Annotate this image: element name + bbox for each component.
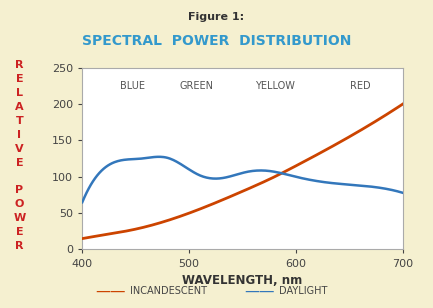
Text: ——: —— — [245, 284, 275, 298]
Text: E: E — [16, 227, 23, 237]
Text: P: P — [16, 185, 23, 196]
Text: V: V — [15, 144, 24, 154]
X-axis label: WAVELENGTH, nm: WAVELENGTH, nm — [182, 274, 303, 287]
Text: INCANDESCENT: INCANDESCENT — [130, 286, 207, 296]
Text: RED: RED — [350, 81, 370, 91]
Text: ——: —— — [95, 284, 126, 298]
Text: E: E — [16, 157, 23, 168]
Text: R: R — [15, 60, 24, 70]
Text: R: R — [15, 241, 24, 251]
Text: E: E — [16, 74, 23, 84]
Text: L: L — [16, 88, 23, 98]
Text: Figure 1:: Figure 1: — [188, 12, 245, 22]
Text: SPECTRAL  POWER  DISTRIBUTION: SPECTRAL POWER DISTRIBUTION — [82, 34, 351, 48]
Text: YELLOW: YELLOW — [255, 81, 294, 91]
Text: DAYLIGHT: DAYLIGHT — [279, 286, 328, 296]
Text: W: W — [13, 213, 26, 223]
Text: O: O — [15, 200, 24, 209]
Text: I: I — [17, 130, 22, 140]
Text: GREEN: GREEN — [180, 81, 213, 91]
Text: A: A — [15, 102, 24, 111]
Text: BLUE: BLUE — [120, 81, 145, 91]
Text: T: T — [16, 116, 23, 126]
